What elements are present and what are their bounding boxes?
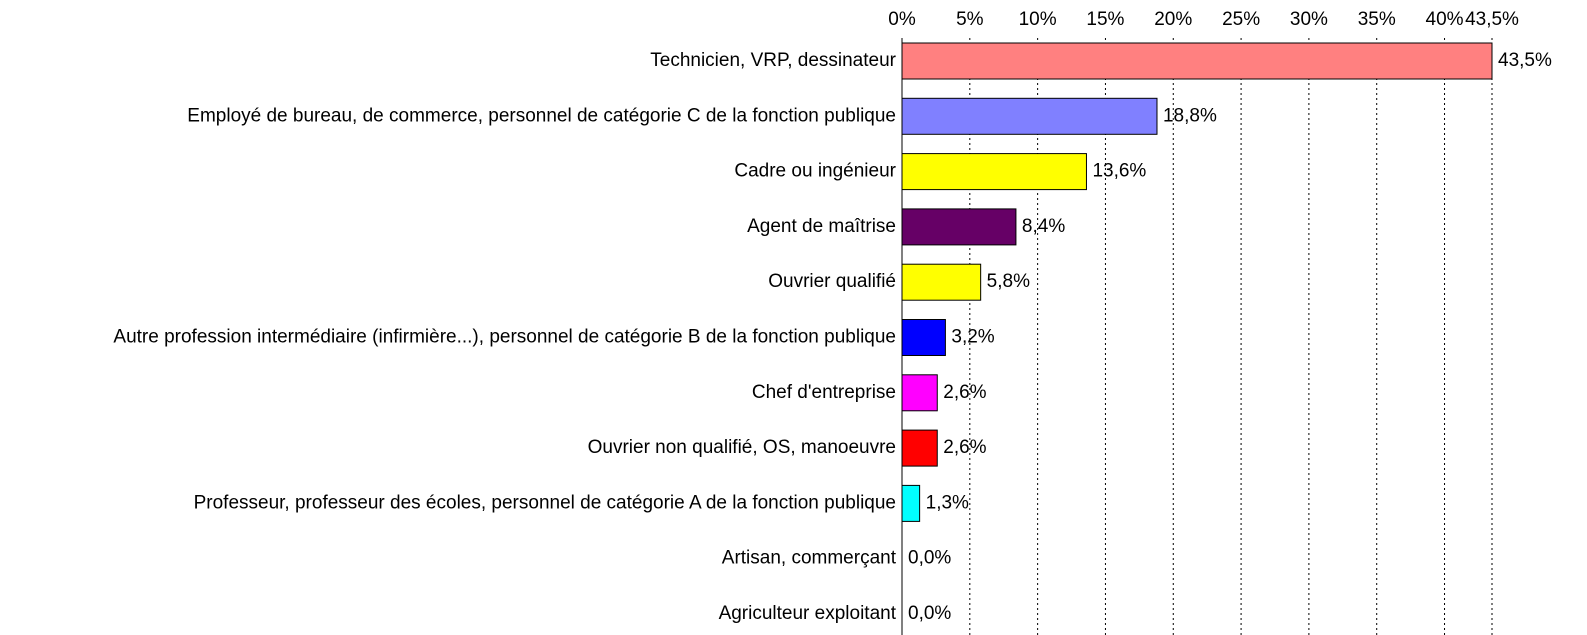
x-tick-label: 5% xyxy=(956,9,984,30)
bar xyxy=(901,42,1493,80)
bar xyxy=(901,319,946,356)
value-label: 2,6% xyxy=(943,437,986,458)
bar xyxy=(901,484,921,522)
value-label: 5,8% xyxy=(987,271,1030,292)
value-label: 1,3% xyxy=(926,492,969,513)
x-tick-label: 35% xyxy=(1358,9,1396,30)
value-label: 18,8% xyxy=(1163,105,1217,126)
category-label: Chef d'entreprise xyxy=(752,382,896,403)
x-tick-label: 0% xyxy=(888,9,916,30)
x-tick-label: 43,5% xyxy=(1465,9,1519,30)
value-label: 0,0% xyxy=(908,548,951,569)
category-label: Technicien, VRP, dessinateur xyxy=(650,50,896,71)
bar xyxy=(901,263,982,301)
x-tick-label: 40% xyxy=(1426,9,1464,30)
category-label: Agent de maîtrise xyxy=(747,216,896,237)
value-label: 8,4% xyxy=(1022,216,1065,237)
category-label: Employé de bureau, de commerce, personne… xyxy=(187,105,896,126)
x-tick-label: 10% xyxy=(1019,9,1057,30)
bar xyxy=(901,429,938,467)
category-label: Ouvrier qualifié xyxy=(768,271,896,292)
x-tick-label: 30% xyxy=(1290,9,1328,30)
value-label: 3,2% xyxy=(951,327,994,348)
bar xyxy=(901,374,938,412)
value-label: 13,6% xyxy=(1092,161,1146,182)
bar xyxy=(901,153,1087,191)
category-label: Professeur, professeur des écoles, perso… xyxy=(194,492,896,513)
category-label: Cadre ou ingénieur xyxy=(734,161,896,182)
x-tick-label: 25% xyxy=(1222,9,1260,30)
value-label: 2,6% xyxy=(943,382,986,403)
bar xyxy=(901,97,1158,135)
value-label: 0,0% xyxy=(908,603,951,624)
bar xyxy=(901,208,1017,246)
category-label: Artisan, commerçant xyxy=(722,548,897,569)
x-tick-label: 15% xyxy=(1086,9,1124,30)
value-label: 43,5% xyxy=(1498,50,1552,71)
category-label: Agriculteur exploitant xyxy=(719,603,897,624)
x-tick-label: 20% xyxy=(1154,9,1192,30)
category-label: Autre profession intermédiaire (infirmiè… xyxy=(113,327,896,348)
category-label: Ouvrier non qualifié, OS, manoeuvre xyxy=(588,437,896,458)
